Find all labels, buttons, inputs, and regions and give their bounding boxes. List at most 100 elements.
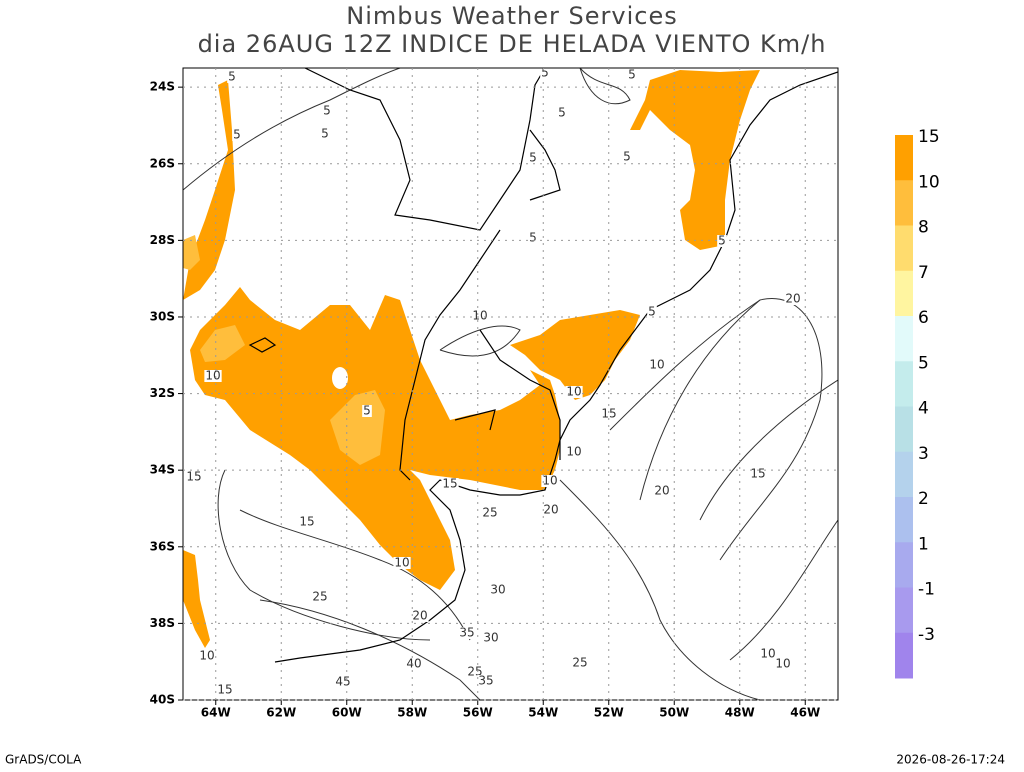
contour-label: 10 xyxy=(205,369,220,383)
contour-label-bg xyxy=(717,235,727,247)
colorbar-box xyxy=(895,497,913,543)
x-tick-label: 46W xyxy=(790,706,820,720)
contour-label-bg xyxy=(648,359,666,371)
colorbar-label: 7 xyxy=(918,263,929,283)
colorbar-label: 6 xyxy=(918,308,929,328)
contour-label-bg xyxy=(600,408,618,420)
contour-label-bg xyxy=(541,475,559,487)
contour-label: 5 xyxy=(529,231,537,245)
contour-label: 5 xyxy=(558,106,566,120)
colorbar-label: 5 xyxy=(918,353,929,373)
hole xyxy=(332,367,348,389)
contour-label-bg xyxy=(405,658,423,670)
y-tick-label: 40S xyxy=(150,693,175,707)
contour-label: 35 xyxy=(478,674,493,688)
contour-label-bg xyxy=(198,650,216,662)
contour-label: 10 xyxy=(394,556,409,570)
subtitle: dia 26AUG 12Z INDICE DE HELADA VIENTO Km… xyxy=(198,30,827,58)
contour-label: 15 xyxy=(186,470,201,484)
contour-label-bg xyxy=(565,446,583,458)
contour-label: 5 xyxy=(541,66,549,80)
y-tick-label: 32S xyxy=(150,386,175,400)
x-tick-label: 64W xyxy=(201,706,231,720)
colorbar-box xyxy=(895,316,913,362)
contour-label-bg xyxy=(227,71,237,83)
x-tick-label: 54W xyxy=(528,706,558,720)
contour-label-bg xyxy=(759,648,777,660)
contour-label: 10 xyxy=(775,657,790,671)
contour-label-bg xyxy=(471,310,489,322)
contour-label: 10 xyxy=(566,445,581,459)
contour-label: 25 xyxy=(482,506,497,520)
contour-label-bg xyxy=(622,151,632,163)
contour-label-bg xyxy=(647,306,657,318)
contour-label: 10 xyxy=(542,474,557,488)
contour-label: 10 xyxy=(199,649,214,663)
y-tick-label: 28S xyxy=(150,233,175,247)
contour-label: 45 xyxy=(335,675,350,689)
colorbar-box xyxy=(895,225,913,272)
contour-label: 5 xyxy=(628,68,636,82)
contour-label-bg xyxy=(458,627,476,639)
contour-label-bg xyxy=(774,658,792,670)
contour-label: 10 xyxy=(566,385,581,399)
x-tick-label: 56W xyxy=(463,706,493,720)
contour-label-bg xyxy=(489,584,507,596)
contour-label: 10 xyxy=(649,358,664,372)
contour-label-bg xyxy=(441,478,459,490)
contour-label-bg xyxy=(334,676,352,688)
contour-label: 20 xyxy=(654,484,669,498)
x-tick-label: 60W xyxy=(332,706,362,720)
contour-label-bg xyxy=(393,557,411,569)
contour-label-bg xyxy=(540,67,550,79)
contour-label-bg xyxy=(542,504,560,516)
contour-label-bg xyxy=(298,516,316,528)
boundaries xyxy=(248,68,838,663)
contour-label: 5 xyxy=(228,70,236,84)
contour-label: 20 xyxy=(412,609,427,623)
colorbar-box xyxy=(895,135,913,181)
contour-label-bg xyxy=(528,152,538,164)
contour-label: 5 xyxy=(363,404,371,418)
colorbar-label: 2 xyxy=(918,489,929,509)
contour-label-bg xyxy=(411,610,429,622)
contour-label-bg xyxy=(565,386,583,398)
contour-label: 15 xyxy=(601,407,616,421)
contour-label: 30 xyxy=(490,583,505,597)
contour-label: 20 xyxy=(543,503,558,517)
contour-label: 5 xyxy=(323,104,331,118)
colorbar-box xyxy=(895,361,913,407)
colorbar-box xyxy=(895,587,913,634)
y-tick-label: 30S xyxy=(150,309,175,323)
contour-label: 15 xyxy=(750,467,765,481)
y-tick-label: 24S xyxy=(150,80,175,94)
colorbar-label: 8 xyxy=(918,218,929,238)
contour-label-bg xyxy=(784,293,802,305)
contour-label: 5 xyxy=(529,151,537,165)
colorbar-box xyxy=(895,406,913,453)
colorbar-label: 15 xyxy=(918,127,940,147)
colorbar-label: 1 xyxy=(918,534,929,554)
contours xyxy=(183,68,838,700)
contour-label-bg xyxy=(322,105,332,117)
contour-label: 10 xyxy=(472,309,487,323)
contour-label: 5 xyxy=(233,128,241,142)
colorbar-box xyxy=(895,270,913,317)
colorbar-box xyxy=(895,632,913,679)
contour-label-bg xyxy=(216,684,234,696)
contour-label: 15 xyxy=(442,477,457,491)
y-tick-label: 36S xyxy=(150,539,175,553)
contour-label-bg xyxy=(627,69,637,81)
map-layer xyxy=(183,68,838,700)
contour-label: 40 xyxy=(406,657,421,671)
contour-label-bg xyxy=(477,675,495,687)
contour-label-bg xyxy=(528,232,538,244)
contour-label: 15 xyxy=(217,683,232,697)
colorbar-label: 3 xyxy=(918,444,929,464)
contour-label: 25 xyxy=(312,590,327,604)
contour-label: 25 xyxy=(572,656,587,670)
contour-label: 5 xyxy=(321,127,329,141)
colorbar-box xyxy=(895,451,913,498)
